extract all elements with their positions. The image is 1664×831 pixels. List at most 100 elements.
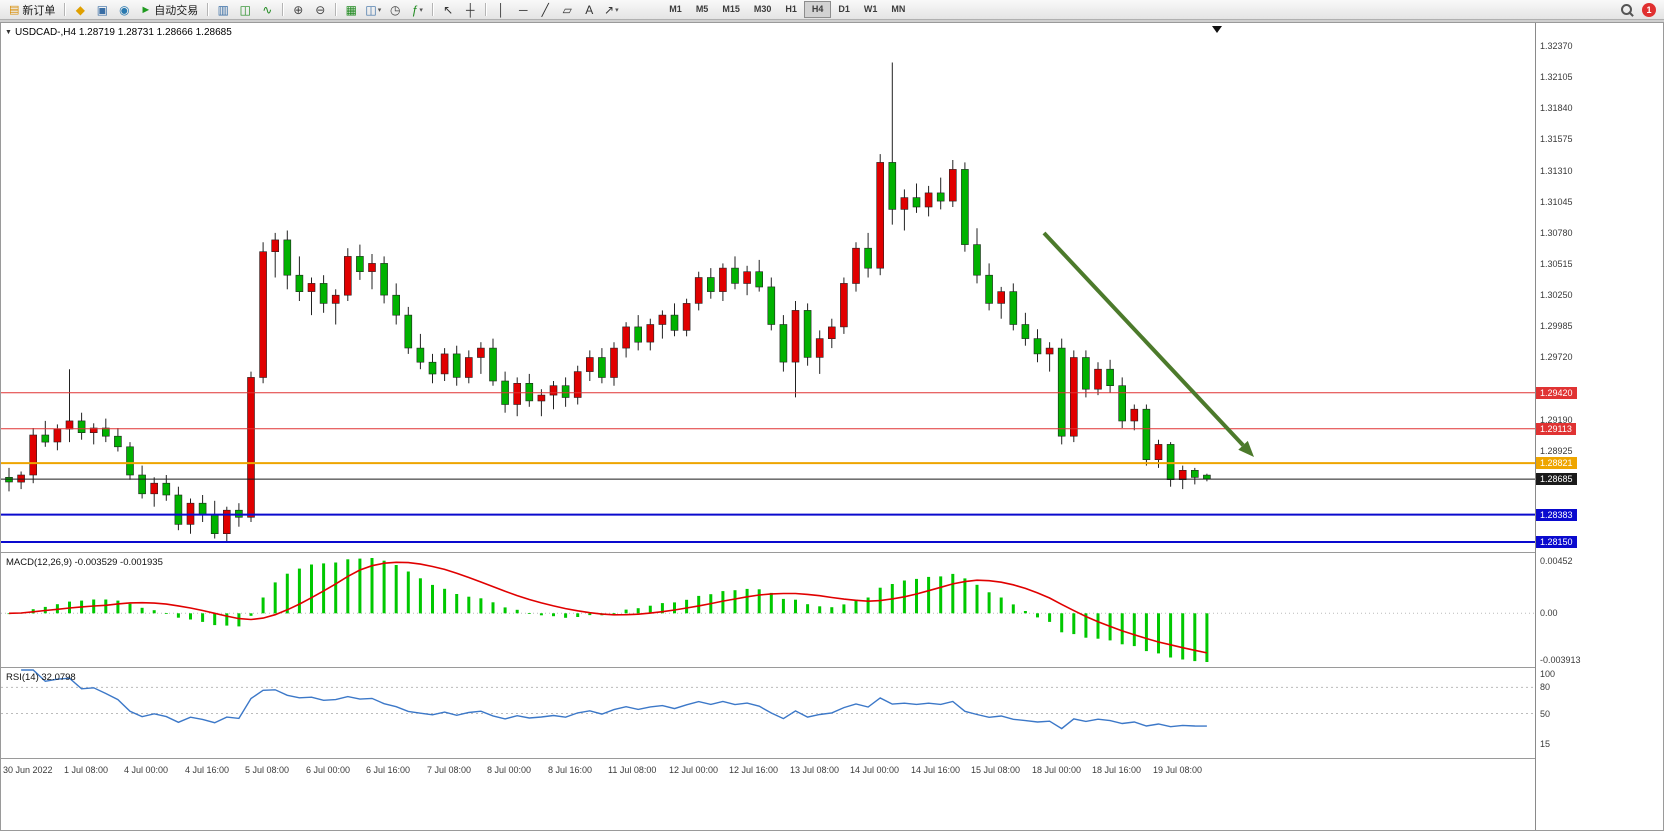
toolbar-separator [207, 3, 209, 16]
rsi-axis-label: 15 [1540, 739, 1551, 749]
chart-window: ▼ USDCAD-,H4 1.28719 1.28731 1.28666 1.28… [0, 22, 1664, 831]
price-tick: 1.31575 [1540, 134, 1573, 144]
indicators-icon[interactable]: ƒ ▾ [411, 2, 423, 17]
main-toolbar: ▤ 新订单 ◆ ▣ ◉ ► 自动交易 ▥ ◫ ∿ ⊕ ⊖ ▦ ◫ ▾ ◷ ƒ ▾ ↖ ┼ │ ─ ╱ ▱ A ↗ ▾ M1… [0, 0, 1664, 20]
dropdown-caret: ▾ [377, 6, 382, 14]
new-order-button[interactable]: ▤ 新订单 [4, 1, 60, 18]
time-label: 4 Jul 16:00 [185, 765, 230, 775]
timeframe-M5-button[interactable]: M5 [695, 4, 709, 14]
time-label: 7 Jul 08:00 [427, 765, 472, 775]
rsi-label: RSI(14) 32.0798 [6, 672, 76, 683]
notification-badge[interactable]: 1 [1642, 2, 1656, 17]
time-label: 12 Jul 00:00 [669, 765, 719, 775]
macd-axis-max: 0.00452 [1540, 556, 1573, 566]
price-tick: 1.29190 [1540, 415, 1573, 425]
horizontal-line-icon[interactable]: ─ [519, 2, 528, 17]
time-label: 30 Jun 2022 [3, 765, 53, 775]
timeframe-MN-button[interactable]: MN [891, 4, 906, 14]
price-line-badge[interactable]: 1.28150 [1536, 536, 1577, 548]
new-chart-icon[interactable]: ◫ ▾ [365, 2, 382, 17]
macd-axis-min: -0.003913 [1540, 655, 1581, 665]
time-label: 14 Jul 16:00 [911, 765, 961, 775]
price-axis[interactable]: 1.32370 1.32105 1.31840 1.31575 1.31310 1.310… [1535, 23, 1663, 830]
price-tick: 1.28925 [1540, 446, 1573, 456]
price-tick: 1.32370 [1540, 41, 1573, 51]
text-icon[interactable]: A [585, 2, 594, 17]
rsi-axis-label: 100 [1540, 669, 1556, 679]
support-icon[interactable]: ◉ [119, 2, 130, 17]
time-label: 4 Jul 00:00 [124, 765, 169, 775]
time-label: 8 Jul 00:00 [487, 765, 532, 775]
price-tick: 1.30515 [1540, 259, 1573, 269]
price-chart-canvas[interactable] [1, 23, 1535, 553]
new-order-label: 新订单 [22, 4, 56, 17]
cursor-icon[interactable]: ↖ [443, 2, 454, 17]
dropdown-caret: ▾ [419, 6, 423, 14]
channel-icon[interactable]: ▱ [562, 2, 572, 17]
price-line-badge[interactable]: 1.29113 [1536, 423, 1576, 435]
price-line-badge[interactable]: 1.28685 [1536, 473, 1577, 485]
timeframe-M15-button[interactable]: M15 [722, 4, 740, 14]
zoom-out-icon[interactable]: ⊖ [315, 2, 326, 17]
price-tick: 1.31840 [1540, 103, 1573, 113]
line-chart-icon[interactable]: ∿ [262, 2, 273, 17]
rsi-panel-canvas[interactable] [1, 668, 1535, 759]
vertical-line-icon[interactable]: │ [497, 2, 506, 17]
bar-chart-icon[interactable]: ▥ [217, 2, 229, 17]
time-label: 6 Jul 16:00 [366, 765, 411, 775]
clock-icon[interactable]: ◷ [390, 2, 401, 17]
timeframe-M30-button[interactable]: M30 [753, 4, 772, 14]
toolbar-separator [485, 3, 487, 16]
price-line-badge[interactable]: 1.29420 [1536, 387, 1577, 399]
trendline-icon[interactable]: ╱ [541, 2, 549, 17]
price-tick: 1.31310 [1540, 166, 1573, 176]
toolbar-separator [432, 3, 434, 16]
dropdown-caret: ▾ [615, 6, 619, 14]
macd-label: MACD(12,26,9) -0.003529 -0.001935 [6, 557, 163, 568]
time-label: 8 Jul 16:00 [548, 765, 593, 775]
candlestick-chart-icon[interactable]: ◫ [239, 2, 251, 17]
price-line-badge[interactable]: 1.28821 [1536, 457, 1577, 469]
time-label: 13 Jul 08:00 [790, 765, 840, 775]
time-axis[interactable]: 30 Jun 2022 1 Jul 08:00 4 Jul 00:00 4 Jul 1… [1, 759, 1535, 830]
timeframe-W1-button[interactable]: W1 [863, 4, 878, 14]
symbol-ohlc-label: USDCAD-,H4 1.28719 1.28731 1.28666 1.286… [14, 27, 232, 38]
toolbar-separator [335, 3, 337, 16]
deposit-icon[interactable]: ◆ [75, 2, 86, 17]
price-line-badge[interactable]: 1.28383 [1536, 509, 1577, 521]
price-tick: 1.31045 [1540, 197, 1573, 207]
toolbar-separator [64, 3, 66, 16]
time-label: 5 Jul 08:00 [245, 765, 290, 775]
one-click-trading-toggle[interactable]: ▼ [5, 29, 12, 36]
arrows-icon[interactable]: ↗ ▾ [604, 2, 619, 17]
timeframe-M1-button[interactable]: M1 [669, 4, 682, 14]
zoom-in-icon[interactable]: ⊕ [293, 2, 304, 17]
tile-windows-icon[interactable]: ▦ [345, 2, 357, 17]
time-label: 19 Jul 08:00 [1153, 765, 1203, 775]
timeframe-H1-button[interactable]: H1 [785, 4, 797, 14]
time-label: 11 Jul 08:00 [608, 765, 657, 775]
macd-panel-canvas[interactable] [1, 553, 1535, 667]
new-order-icon: ▤ [9, 4, 20, 16]
timeframe-bar: M1 M5 M15 M30 H1 H4 D1 W1 MN [662, 1, 912, 18]
toolbar-separator [282, 3, 284, 16]
timeframe-H4-button[interactable]: H4 [803, 1, 832, 18]
time-label: 15 Jul 08:00 [971, 765, 1021, 775]
macd-axis-zero: 0.00 [1540, 608, 1558, 618]
timeframe-D1-button[interactable]: D1 [838, 4, 850, 14]
time-label: 18 Jul 16:00 [1092, 765, 1142, 775]
panel-separator-main-macd[interactable] [1, 552, 1663, 553]
price-tick: 1.30780 [1540, 228, 1573, 238]
time-label: 18 Jul 00:00 [1032, 765, 1082, 775]
crosshair-icon[interactable]: ┼ [466, 2, 475, 17]
time-label: 6 Jul 00:00 [306, 765, 351, 775]
auto-trading-button[interactable]: ► 自动交易 [135, 1, 203, 18]
search-icon[interactable] [1620, 3, 1634, 17]
panel-separator-rsi-time[interactable] [1, 758, 1663, 759]
reports-icon[interactable]: ▣ [96, 2, 109, 17]
rsi-axis-label: 50 [1540, 709, 1551, 719]
chart-title: ▼ USDCAD-,H4 1.28719 1.28731 1.28666 1.28… [5, 27, 232, 38]
panel-separator-macd-rsi[interactable] [1, 667, 1663, 668]
price-tick: 1.29985 [1540, 321, 1573, 331]
time-label: 12 Jul 16:00 [729, 765, 779, 775]
